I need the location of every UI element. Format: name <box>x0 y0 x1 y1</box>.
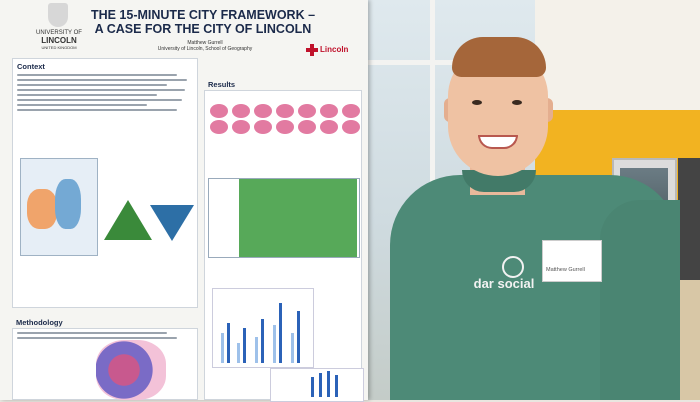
red-cross-icon <box>306 44 318 56</box>
text-line <box>17 337 177 339</box>
table-cells <box>239 179 357 257</box>
bar-chart-figure <box>212 288 314 368</box>
ceiling <box>535 0 700 110</box>
text-line <box>17 84 167 86</box>
bar-chart-figure-2 <box>270 368 364 402</box>
section-heading: Context <box>17 62 45 71</box>
poster-title: THE 15-MINUTE CITY FRAMEWORK – A CASE FO… <box>88 8 318 36</box>
section-heading: Results <box>208 80 236 89</box>
flower-icon <box>320 120 338 134</box>
flower-icon <box>276 104 294 118</box>
text-line <box>17 109 177 111</box>
shoulder <box>600 200 680 400</box>
results-table <box>208 178 360 258</box>
map-figure <box>20 158 98 256</box>
text-line <box>17 74 177 76</box>
logo-line: LINCOLN <box>41 36 77 45</box>
poster-author-block: Matthew Gurrell University of Lincoln, S… <box>110 40 300 52</box>
shirt-logo-text: dar social <box>473 276 535 291</box>
flower-icon <box>254 120 272 134</box>
author-name: Matthew Gurrell <box>187 40 223 46</box>
flower-icon <box>232 104 250 118</box>
flower-icon <box>342 120 360 134</box>
eye <box>512 100 522 105</box>
badge-name: Matthew Gurrell <box>546 267 585 273</box>
text-line <box>17 104 147 106</box>
flower-icon <box>210 120 228 134</box>
title-line: THE 15-MINUTE CITY FRAMEWORK – <box>90 8 316 22</box>
flower-icon <box>298 104 316 118</box>
window-frame <box>362 60 537 65</box>
flower-icon <box>320 104 338 118</box>
author-affiliation: University of Lincoln, School of Geograp… <box>157 46 253 52</box>
city-logo: Lincoln <box>320 45 349 54</box>
vending-machine-dark <box>678 158 700 293</box>
pyramid-figure <box>104 200 152 240</box>
flower-icon <box>254 104 272 118</box>
eye <box>472 100 482 105</box>
globe-icon <box>502 256 524 278</box>
flower-icon <box>342 104 360 118</box>
icon-grid <box>210 104 362 134</box>
window-frame <box>430 0 435 260</box>
university-logo: UNIVERSITY OF LINCOLN UNITED KINGDOM <box>34 30 84 51</box>
flower-icon <box>210 104 228 118</box>
logo-line: UNIVERSITY OF <box>36 30 82 36</box>
flower-icon <box>276 120 294 134</box>
logo-line: UNITED KINGDOM <box>41 45 77 50</box>
university-crest-icon <box>48 3 68 27</box>
collar <box>462 170 536 192</box>
inverted-pyramid-figure <box>150 205 194 241</box>
text-line <box>17 79 187 81</box>
flower-icon <box>298 120 316 134</box>
choropleth-map <box>96 340 166 400</box>
title-line: A CASE FOR THE CITY OF LINCOLN <box>94 22 312 36</box>
text-line <box>17 94 157 96</box>
section-heading: Methodology <box>16 318 63 327</box>
text-line <box>17 99 182 101</box>
text-line <box>17 332 167 334</box>
hair <box>452 37 546 77</box>
name-badge: Matthew Gurrell <box>542 240 602 282</box>
flower-icon <box>232 120 250 134</box>
text-line <box>17 89 185 91</box>
